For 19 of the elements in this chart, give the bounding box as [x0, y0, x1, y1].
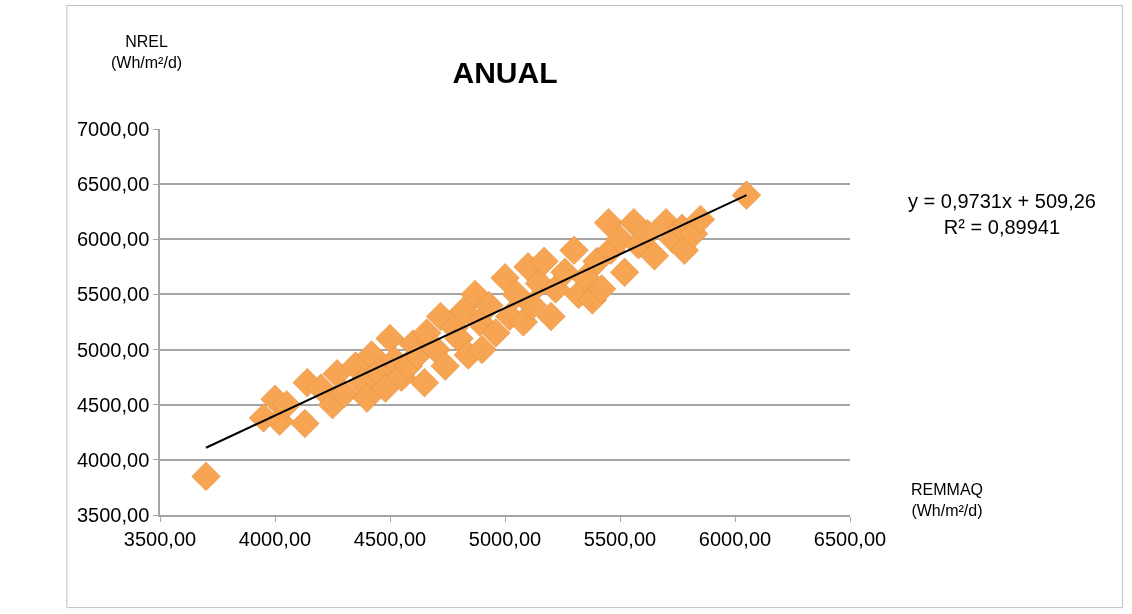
y-tick-label: 6000,00 — [76, 228, 150, 251]
text: y = 0,9731x + 509,26 R² = 0,89941 — [908, 190, 1096, 238]
y-tick-label: 4000,00 — [76, 448, 150, 471]
chart-title: ANUAL — [452, 55, 558, 89]
x-tick-label: 4500,00 — [353, 527, 427, 550]
x-tick-label: 5000,00 — [468, 527, 542, 550]
y-axis-title: NREL (Wh/m²/d) — [111, 33, 183, 71]
x-axis-title: REMMAQ (Wh/m²/d) — [911, 481, 983, 519]
y-tick-label: 5000,00 — [76, 338, 150, 361]
x-tick-label: 5500,00 — [583, 527, 657, 550]
x-tick-label: 4000,00 — [238, 527, 312, 550]
y-tick-label: 5500,00 — [76, 283, 150, 306]
y-tick-label: 6500,00 — [76, 173, 150, 196]
y-tick-label: 3500,00 — [76, 504, 150, 526]
x-tick-label: 6500,00 — [813, 527, 887, 550]
x-tick-label: 3500,00 — [123, 527, 197, 550]
y-tick-label: 7000,00 — [76, 118, 150, 140]
x-tick-label: 6000,00 — [698, 527, 772, 550]
y-tick-label: 4500,00 — [76, 393, 150, 416]
